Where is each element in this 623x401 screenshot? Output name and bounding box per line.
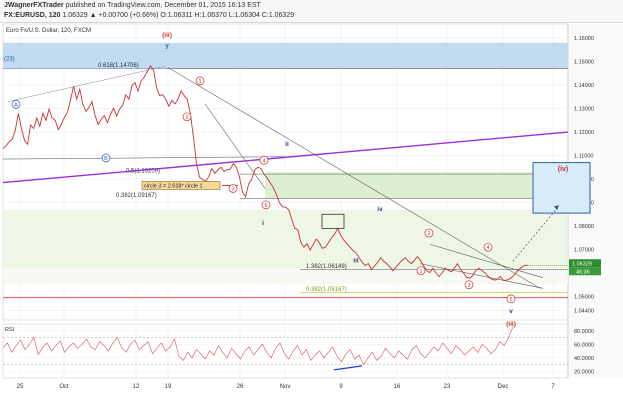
rsi-tick-label: 20.0000: [574, 369, 594, 375]
rsi-tick-label: 80.0000: [574, 329, 594, 335]
y-tick-label: 1.04400: [574, 309, 594, 315]
fib-label: 0.5(1.10209): [126, 169, 160, 175]
symbol-label: FX:EURUSD, 120: [4, 12, 61, 19]
wave-y-label: y: [165, 43, 169, 49]
wedge-upper: [429, 244, 544, 279]
green-fib-zone: [265, 172, 568, 199]
wave-4a: 4: [262, 158, 265, 164]
wave-5a-circle: [261, 200, 271, 210]
wave-1b: 1: [419, 269, 422, 275]
chart-title: Euro Fx/U.S. Dollar, 120, FXCM: [6, 28, 91, 34]
y-tick-label: 1.12000: [574, 130, 594, 136]
wave-5b: 5: [509, 297, 512, 303]
x-tick-label: Dec: [498, 384, 509, 390]
y-tick-label: 1.14000: [574, 83, 594, 89]
wave-iii-top: (iii): [162, 32, 172, 39]
rsi-title: RSI: [5, 327, 15, 333]
wave-2b: 2: [427, 231, 430, 237]
x-tick-label: 26: [237, 384, 244, 390]
projection-arrow: [554, 205, 559, 211]
wave-iv: iv: [377, 206, 383, 213]
wave-4b-circle: [483, 242, 493, 252]
last-price-tag: [569, 259, 601, 268]
wave-5b-circle: [506, 294, 516, 304]
rsi-tick-label: 60.0000: [574, 342, 594, 348]
channel-lower: [204, 103, 266, 189]
wedge-lower: [419, 263, 544, 289]
wave-B: B: [104, 156, 108, 162]
purple-trendline: [2, 131, 569, 184]
ohlc-values: 1.06329 ▲ +0.00700 (+0.66%) O:1.06311 H:…: [62, 12, 295, 19]
countdown-label: 46:36: [576, 269, 590, 275]
fib-label: 0.382(1.09167): [116, 193, 157, 199]
y-tick-label: 1.05000: [574, 295, 594, 301]
wave-iii: iii: [353, 257, 359, 264]
channel-upper: [167, 67, 541, 289]
x-tick-label: 12: [133, 384, 140, 390]
fib-label: 1.382(1.06149): [306, 264, 347, 270]
chart-header: JWagnerFXTrader published on TradingView…: [0, 0, 623, 23]
wave-ii: ii: [285, 141, 289, 148]
fib-label: 0.382(1.05167): [306, 287, 347, 293]
countdown-tag: [569, 267, 601, 276]
wave-i: i: [262, 220, 264, 227]
wave-5a: 5: [264, 203, 267, 209]
wave-1b-circle: [416, 266, 426, 276]
y-tick-label: 1.11000: [574, 154, 593, 160]
wave-A: A: [14, 102, 18, 108]
publish-line: JWagnerFXTrader published on TradingView…: [4, 2, 261, 9]
wave-3b-circle: [464, 280, 474, 290]
author-name[interactable]: JWagnerFXTrader: [4, 2, 64, 9]
box-label: circle 3 = 2.618* circle 1: [144, 183, 203, 189]
rsi-divergence-line: [333, 365, 363, 371]
ohlc-line: FX:EURUSD, 120 1.06329 ▲ +0.00700 (+0.66…: [4, 12, 294, 19]
y-tick-label: 1.15000: [574, 60, 594, 66]
left-trendline: [7, 66, 166, 102]
x-tick-label: 25: [17, 384, 24, 390]
ab-line: [2, 156, 286, 160]
wave-4a-circle: [259, 155, 269, 165]
x-tick-label: Oct: [59, 384, 69, 390]
wave-4b: 4: [486, 245, 489, 251]
fib-label: 0.618(1.14706): [98, 63, 139, 69]
wave-v: v: [509, 308, 513, 315]
y-tick-label: 1.08000: [574, 224, 594, 230]
x-tick-label: 23: [444, 384, 451, 390]
price-series-line: [2, 64, 529, 281]
y-tick-label: 1.13000: [574, 107, 594, 113]
wave-2a-circle: [182, 112, 192, 122]
x-tick-label: Nov: [280, 384, 291, 390]
x-tick-label: 16: [394, 384, 401, 390]
x-tick-label: 19: [165, 384, 172, 390]
y-tick-label: 1.07000: [574, 248, 594, 254]
target-box-iv: [532, 162, 591, 214]
wave-B-circle: [101, 153, 111, 163]
wave-1a: 1: [198, 79, 201, 85]
rsi-tick-label: 40.0000: [574, 356, 594, 362]
wave-3b: 3: [467, 283, 470, 289]
blue-resistance-zone: [3, 42, 568, 69]
wave-A-circle: [11, 99, 21, 109]
green-support-zone: [3, 209, 568, 269]
wave-iv-target: (iv): [558, 166, 569, 173]
y-tick-label: 1.16000: [574, 36, 594, 42]
wave-2a: 2: [185, 115, 188, 121]
last-price-label: 1.06329: [572, 261, 592, 267]
rsi-line: [2, 326, 514, 366]
x-tick-label: 7: [551, 384, 555, 390]
left-zone-label: (23): [4, 56, 15, 62]
wave-1a-circle: [195, 76, 205, 86]
x-tick-label: 9: [339, 384, 343, 390]
wave-2b-circle: [424, 228, 434, 238]
publish-info: published on TradingView.com, December 0…: [65, 2, 261, 9]
small-box: [321, 213, 345, 229]
rsi-panel: [2, 323, 569, 379]
wave-3a-circle: [228, 184, 238, 193]
wave-3a: 3: [231, 186, 234, 192]
light-zone: [3, 268, 568, 285]
wave-iii-bottom: (iii): [506, 321, 516, 328]
label-box: [141, 181, 221, 190]
